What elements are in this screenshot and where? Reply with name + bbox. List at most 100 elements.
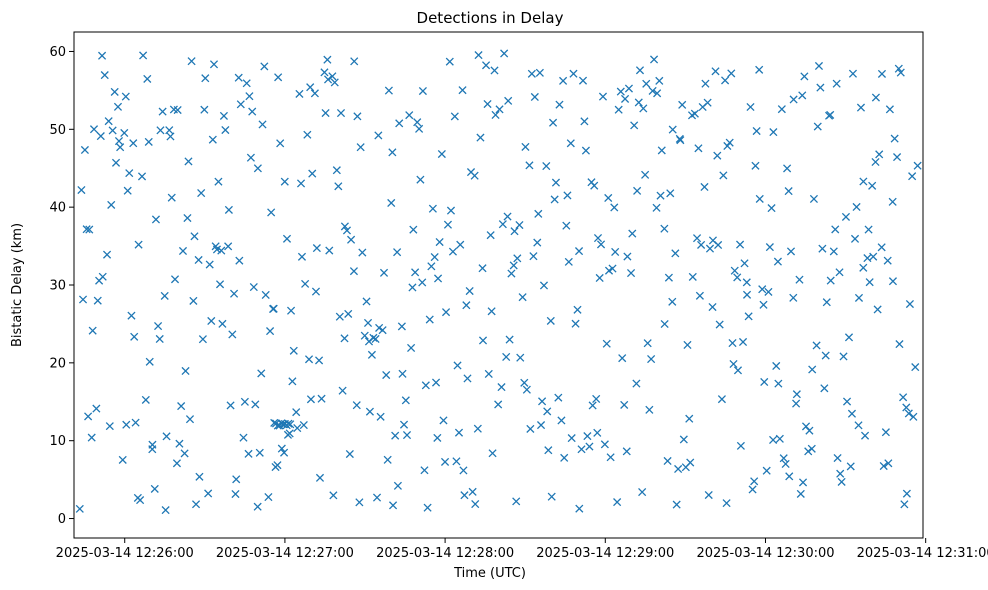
data-point	[742, 278, 751, 287]
data-point	[304, 355, 314, 364]
data-point	[711, 67, 720, 76]
data-point	[277, 444, 286, 453]
data-point	[376, 412, 385, 421]
data-point	[700, 182, 709, 192]
data-point	[391, 431, 400, 440]
data-point	[869, 252, 878, 261]
data-point	[606, 453, 615, 462]
data-point	[818, 244, 827, 253]
data-point	[888, 197, 897, 206]
data-point	[656, 191, 665, 200]
data-point	[510, 227, 519, 236]
data-point	[530, 92, 539, 102]
data-point	[100, 71, 109, 80]
data-point	[141, 395, 150, 404]
data-point	[360, 331, 369, 340]
data-point	[488, 449, 497, 458]
data-point	[668, 297, 677, 306]
data-point	[172, 459, 182, 468]
data-point	[443, 220, 453, 229]
data-point	[178, 246, 188, 256]
data-point	[507, 269, 516, 278]
data-point	[534, 209, 543, 218]
data-point	[686, 458, 695, 467]
data-point	[82, 225, 91, 234]
data-point	[833, 453, 842, 463]
data-point	[533, 238, 542, 247]
data-point	[113, 102, 123, 111]
x-tick-label: 2025-03-14 12:27:00	[216, 546, 354, 561]
data-point	[525, 161, 534, 170]
data-point	[765, 243, 774, 252]
data-point	[191, 500, 201, 509]
data-point	[358, 248, 367, 257]
data-point	[321, 108, 330, 118]
data-point	[431, 378, 441, 387]
data-point	[543, 407, 552, 416]
data-point	[829, 247, 838, 256]
data-point	[77, 185, 86, 195]
data-point	[626, 268, 636, 278]
data-point	[433, 433, 442, 442]
data-point	[664, 273, 673, 282]
data-point	[215, 280, 225, 289]
data-point	[703, 98, 712, 107]
data-point	[367, 350, 376, 359]
data-point	[692, 234, 702, 243]
data-point	[456, 240, 465, 249]
data-point	[783, 164, 792, 173]
data-point	[347, 235, 356, 244]
data-point	[497, 383, 506, 392]
data-point	[175, 439, 184, 448]
data-point	[125, 169, 134, 178]
data-point	[102, 250, 112, 259]
data-point	[509, 261, 518, 270]
data-point	[280, 177, 289, 186]
data-points	[75, 49, 922, 515]
y-tick-label: 20	[49, 356, 66, 371]
data-point	[733, 366, 743, 375]
data-point	[520, 378, 529, 387]
data-point	[616, 87, 625, 96]
data-point	[622, 447, 631, 456]
data-point	[704, 490, 713, 500]
data-point	[248, 107, 257, 116]
data-point	[185, 415, 195, 424]
data-point	[266, 327, 275, 336]
data-point	[752, 126, 761, 136]
data-point	[746, 102, 755, 112]
data-point	[481, 61, 491, 70]
data-point	[120, 128, 129, 138]
data-point	[224, 205, 233, 214]
data-point	[538, 397, 547, 406]
data-point	[415, 124, 424, 133]
data-point	[363, 318, 373, 328]
data-point	[628, 229, 637, 238]
data-point	[521, 142, 530, 151]
data-point	[384, 86, 393, 95]
data-point	[288, 377, 297, 386]
data-point	[421, 381, 430, 390]
data-point	[792, 399, 801, 408]
data-point	[87, 433, 96, 442]
data-point	[792, 390, 801, 399]
data-point	[578, 76, 588, 85]
data-point	[623, 252, 632, 261]
data-point	[725, 138, 734, 147]
data-point	[714, 240, 723, 250]
x-axis-label: Time (UTC)	[453, 566, 526, 581]
data-point	[402, 431, 412, 440]
data-point	[301, 279, 310, 288]
data-point	[697, 240, 706, 249]
data-point	[705, 244, 715, 253]
data-point	[694, 144, 703, 153]
data-point	[471, 499, 480, 509]
data-point	[226, 401, 235, 410]
data-point	[688, 272, 697, 281]
data-point	[173, 105, 182, 115]
data-point	[585, 442, 594, 451]
data-point	[832, 79, 841, 88]
data-point	[715, 320, 724, 329]
data-point	[450, 112, 459, 121]
data-point	[837, 477, 846, 486]
